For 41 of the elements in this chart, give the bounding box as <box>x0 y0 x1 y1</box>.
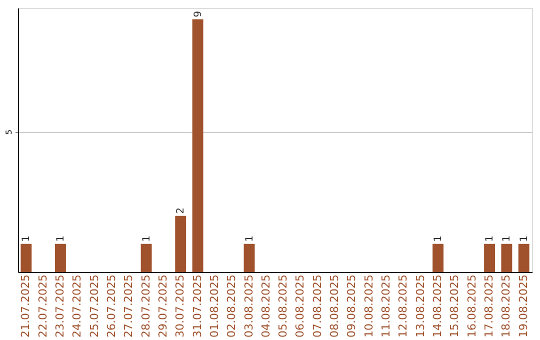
x-tick-label: 29.07.2025 <box>156 274 170 338</box>
x-tick-label: 15.08.2025 <box>448 274 462 338</box>
x-tick-label: 10.08.2025 <box>362 274 376 338</box>
x-tick-label: 14.08.2025 <box>431 274 444 338</box>
x-tick-label: 05.08.2025 <box>276 274 290 338</box>
data-label: 2 <box>176 207 187 214</box>
x-tick-label: 21.07.2025 <box>19 274 32 338</box>
x-tick-label: 22.07.2025 <box>36 274 50 338</box>
x-tick-label: 06.08.2025 <box>294 274 307 338</box>
x-tick-label: 30.07.2025 <box>174 274 187 338</box>
data-label: 1 <box>55 236 66 242</box>
x-tick-label: 19.08.2025 <box>516 274 530 338</box>
x-tick-label: 04.08.2025 <box>259 274 272 338</box>
x-tick-label: 09.08.2025 <box>345 274 358 338</box>
x-tick-label: 27.07.2025 <box>122 274 136 338</box>
x-tick-label: 02.08.2025 <box>225 274 238 338</box>
x-tick-label: 11.08.2025 <box>380 274 393 338</box>
x-tick-label: 18.08.2025 <box>500 274 513 338</box>
x-tick-label: 16.08.2025 <box>465 274 478 338</box>
x-tick-label: 31.07.2025 <box>190 274 204 338</box>
x-tick-label: 13.08.2025 <box>414 274 427 338</box>
x-tick-label: 01.08.2025 <box>208 274 221 338</box>
data-label: 1 <box>518 236 530 242</box>
data-label: 1 <box>141 236 152 242</box>
x-tick-label: 17.08.2025 <box>482 274 496 338</box>
x-tick-label: 23.07.2025 <box>53 274 66 338</box>
x-tick-label: 24.07.2025 <box>70 274 84 338</box>
data-label: 1 <box>502 236 513 242</box>
x-tick-label: 07.08.2025 <box>310 274 324 338</box>
y-tick-label: 5 <box>4 130 14 135</box>
x-tick-label: 12.08.2025 <box>396 274 410 338</box>
x-tick-label: 03.08.2025 <box>242 274 256 338</box>
x-tick-label: 28.07.2025 <box>139 274 152 338</box>
x-tick-label: 25.07.2025 <box>88 274 101 338</box>
data-label: 1 <box>484 236 496 242</box>
x-tick-label: 26.07.2025 <box>104 274 118 338</box>
data-label: 1 <box>21 236 32 242</box>
data-label: 9 <box>192 10 204 18</box>
data-label: 1 <box>244 236 256 242</box>
data-label: 1 <box>433 236 444 242</box>
x-tick-label: 08.08.2025 <box>328 274 342 338</box>
